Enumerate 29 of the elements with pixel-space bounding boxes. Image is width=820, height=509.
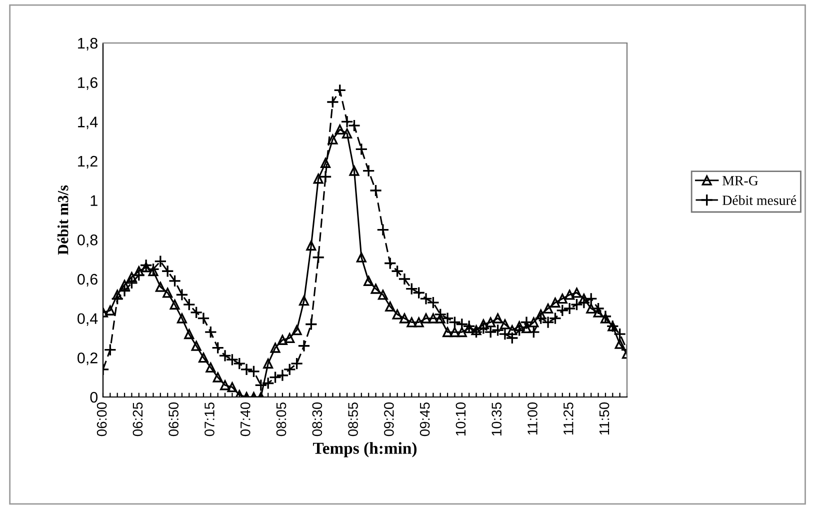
legend-label: Débit mesuré: [722, 195, 796, 206]
x-tick-label: 06:50: [168, 402, 179, 436]
x-tick-label: 11:00: [528, 402, 538, 435]
x-tick-label: 06:25: [132, 402, 143, 436]
y-tick-label: 1,4: [78, 116, 98, 130]
y-tick-label: 1,6: [78, 77, 98, 90]
x-tick-label: 11:50: [599, 402, 610, 435]
x-tick-label: 10:35: [492, 402, 502, 436]
y-tick-label: 0,6: [78, 274, 98, 286]
y-tick-label: 1: [90, 195, 98, 206]
x-tick-label: 06:00: [96, 402, 107, 436]
x-tick-label: 08:05: [276, 402, 286, 436]
legend-label: MR-G: [722, 176, 758, 186]
x-tick-label: 11:25: [563, 402, 574, 435]
x-tick-label: 10:10: [456, 402, 466, 436]
x-tick-label: 08:30: [312, 402, 322, 436]
x-tick-label: 08:55: [348, 402, 358, 436]
y-tick-label: 0,8: [78, 234, 98, 248]
y-tick-label: 0,2: [78, 352, 98, 366]
y-tick-label: 0: [90, 392, 98, 403]
x-tick-label: 07:15: [204, 402, 214, 436]
y-axis-title: Débit m3/s: [57, 185, 68, 255]
x-tick-label: 09:45: [420, 402, 430, 436]
x-tick-label: 09:20: [384, 402, 394, 436]
x-axis-title: Temps (h:min): [313, 442, 417, 458]
y-tick-label: 1,2: [78, 156, 98, 168]
y-tick-label: 0,4: [78, 313, 98, 326]
y-tick-label: 1,8: [78, 38, 98, 50]
x-tick-label: 07:40: [240, 402, 250, 436]
